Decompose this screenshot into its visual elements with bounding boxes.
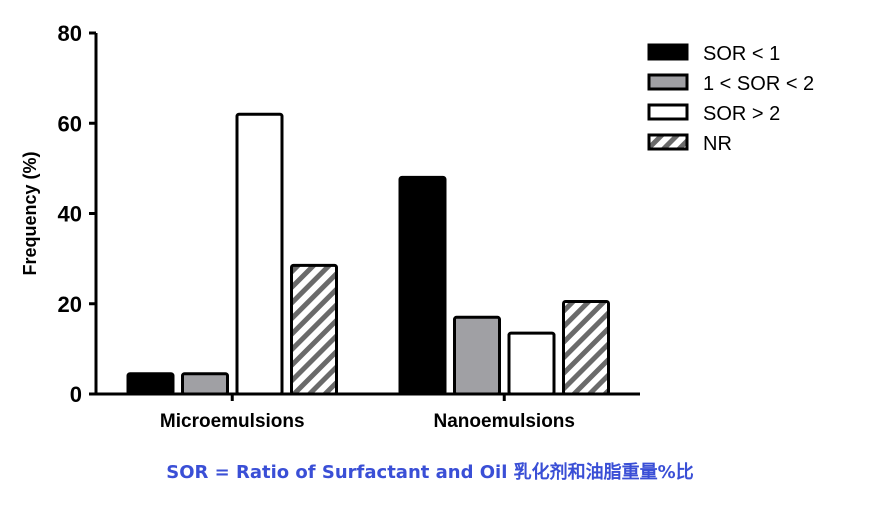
legend: SOR < 1 1 < SOR < 2 SOR > 2 NR	[647, 43, 814, 155]
legend-swatch	[647, 43, 689, 61]
bar-4	[562, 299, 610, 396]
y-tick-label: 0	[70, 382, 82, 407]
legend-label: 1 < SOR < 2	[703, 73, 814, 95]
footnote: SOR = Ratio of Surfactant and Oil 乳化剂和油脂…	[166, 462, 694, 483]
bar-4	[290, 263, 338, 396]
legend-label: SOR > 2	[703, 103, 780, 125]
legend-label: NR	[703, 133, 732, 155]
x-tick-label: Nanoemulsions	[434, 411, 575, 432]
legend-swatch	[647, 73, 689, 91]
bar-3	[235, 112, 284, 396]
bar-1	[398, 175, 447, 396]
legend-swatch	[647, 133, 689, 151]
y-tick-label: 40	[58, 202, 82, 227]
y-axis-title: Frequency (%)	[20, 151, 40, 275]
bar-2	[181, 372, 229, 396]
x-tick-label: Microemulsions	[160, 411, 305, 432]
bar-1	[126, 372, 175, 396]
y-tick-label: 60	[58, 111, 82, 136]
plot-area: 0 20 40 60 80 Frequency (%) Microemulsions Nano…	[20, 21, 640, 432]
y-tick-label: 20	[58, 292, 82, 317]
legend-label: SOR < 1	[703, 43, 780, 65]
y-tick-label: 80	[58, 21, 82, 46]
legend-swatch	[647, 103, 689, 121]
bar-3	[507, 331, 556, 396]
bar-2	[453, 315, 501, 396]
